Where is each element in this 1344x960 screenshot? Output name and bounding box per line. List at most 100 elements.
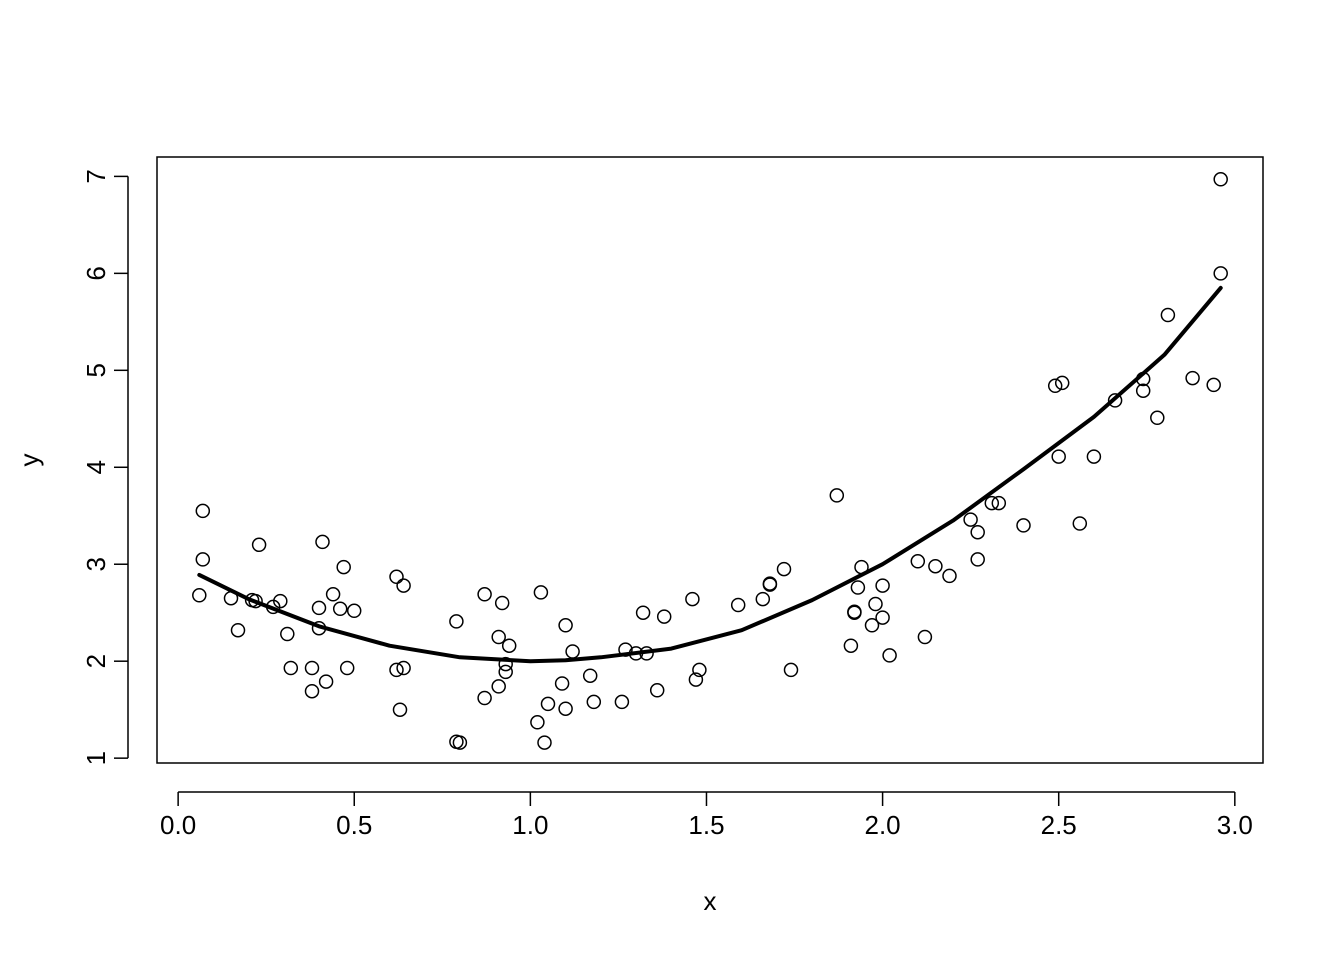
- data-point: [251, 537, 267, 553]
- data-point: [491, 629, 506, 645]
- data-point: [685, 591, 700, 607]
- data-point: [283, 660, 299, 676]
- data-points-layer: [192, 172, 1228, 750]
- data-point: [970, 524, 985, 540]
- data-point: [537, 735, 552, 750]
- data-point: [565, 644, 580, 659]
- data-point: [230, 622, 246, 638]
- data-point: [533, 585, 549, 600]
- x-tick-label: 2.0: [865, 810, 901, 840]
- data-point: [248, 593, 263, 609]
- data-point: [558, 701, 573, 716]
- x-tick-label: 3.0: [1217, 810, 1253, 840]
- plot-frame: [156, 156, 1264, 764]
- data-point: [315, 534, 330, 550]
- data-point: [942, 568, 957, 584]
- x-tick-label: 0.0: [160, 810, 196, 840]
- data-point: [586, 694, 602, 710]
- data-point: [917, 629, 933, 645]
- data-point: [1150, 410, 1165, 426]
- y-tick-label: 6: [81, 266, 111, 280]
- data-point: [970, 552, 985, 567]
- data-point: [223, 590, 239, 606]
- data-point: [530, 715, 545, 730]
- data-point: [449, 614, 464, 629]
- data-point: [336, 559, 351, 575]
- x-tick-label: 1.5: [688, 810, 724, 840]
- data-point: [311, 620, 327, 636]
- data-point: [540, 696, 556, 712]
- x-axis-label: x: [704, 886, 717, 916]
- data-point: [1072, 516, 1088, 531]
- data-point: [847, 605, 862, 620]
- data-point: [864, 618, 880, 633]
- data-point: [928, 558, 943, 574]
- data-point: [1135, 383, 1151, 398]
- data-point: [875, 578, 890, 593]
- x-tick-label: 1.0: [512, 810, 548, 840]
- data-point: [1016, 518, 1031, 533]
- data-point: [875, 610, 890, 625]
- data-point: [392, 702, 408, 717]
- data-point: [501, 638, 517, 653]
- data-point: [639, 646, 654, 661]
- data-point: [558, 618, 573, 633]
- y-axis-label: y: [14, 454, 44, 467]
- x-axis: 0.0 0.5 1.0 1.5 2.0 2.5 3.0: [160, 791, 1253, 840]
- data-point: [1185, 370, 1200, 386]
- data-point: [910, 554, 926, 569]
- data-point: [195, 503, 211, 519]
- data-point: [396, 660, 411, 676]
- x-tick-label: 2.5: [1041, 810, 1077, 840]
- data-point: [882, 648, 897, 663]
- data-point: [688, 672, 704, 687]
- data-point: [311, 600, 327, 616]
- data-point: [192, 588, 207, 603]
- data-point: [1051, 449, 1066, 464]
- data-point: [1054, 375, 1070, 391]
- data-point: [1206, 377, 1221, 393]
- data-point: [755, 591, 771, 607]
- data-point: [491, 679, 506, 694]
- data-point: [963, 512, 978, 527]
- data-point: [1213, 172, 1228, 187]
- data-point: [494, 595, 510, 611]
- data-point: [783, 662, 799, 678]
- data-point: [389, 662, 404, 678]
- data-point: [829, 488, 845, 503]
- data-point: [325, 587, 341, 602]
- data-point: [304, 683, 320, 699]
- data-point: [195, 552, 211, 567]
- data-point: [984, 495, 1000, 511]
- data-point: [1107, 393, 1123, 408]
- data-point: [332, 601, 348, 617]
- data-point: [762, 577, 778, 592]
- data-point: [498, 664, 513, 680]
- data-point: [1086, 449, 1102, 464]
- fitted-curve-line: [197, 285, 1223, 664]
- data-point: [991, 495, 1007, 511]
- data-point: [396, 578, 411, 593]
- y-axis: 1 2 3 4 5 6 7: [81, 169, 129, 765]
- data-point: [280, 626, 295, 642]
- data-point: [854, 559, 869, 575]
- data-point: [730, 597, 746, 613]
- y-tick-label: 1: [81, 751, 111, 765]
- data-point: [843, 638, 859, 653]
- y-tick-label: 2: [81, 654, 111, 668]
- data-point: [477, 587, 492, 602]
- data-point: [776, 561, 792, 577]
- data-point: [477, 690, 492, 706]
- data-point: [452, 735, 468, 750]
- y-tick-label: 7: [81, 169, 111, 183]
- y-tick-label: 3: [81, 557, 111, 571]
- data-point: [1135, 371, 1151, 387]
- data-point: [554, 676, 570, 691]
- data-point: [389, 569, 404, 585]
- data-point: [304, 660, 320, 676]
- data-point: [618, 642, 633, 657]
- fitted-curve-layer: [197, 285, 1223, 664]
- data-point: [868, 596, 883, 612]
- data-point: [1047, 378, 1063, 394]
- data-point: [273, 593, 288, 609]
